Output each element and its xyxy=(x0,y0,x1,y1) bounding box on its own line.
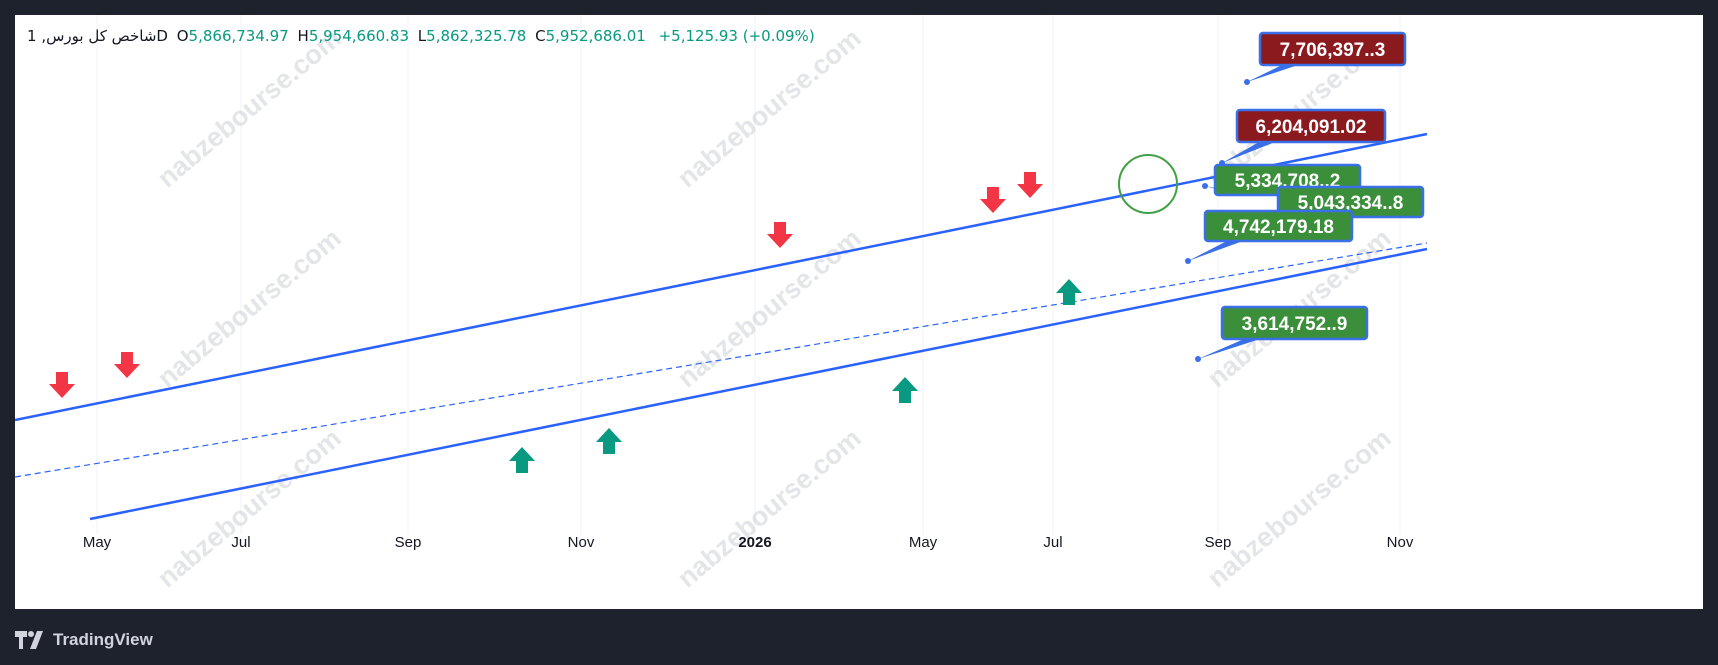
callout-pointer xyxy=(1247,65,1298,82)
sell-arrow-icon xyxy=(980,187,1006,213)
highlight-circle[interactable] xyxy=(1118,154,1178,214)
callout-box[interactable] xyxy=(1220,305,1369,341)
channel-mid-line[interactable] xyxy=(15,242,1428,478)
callout-pointer xyxy=(1222,142,1275,163)
x-tick-label: 2026 xyxy=(738,534,771,551)
chart-canvas[interactable]: nabzebourse.com nabzebourse.com nabzebours… xyxy=(15,15,1703,609)
x-tick-label: Nov xyxy=(1387,534,1414,551)
sell-arrow-icon xyxy=(49,372,75,398)
buy-arrow-icon xyxy=(509,447,535,473)
x-axis[interactable]: May Jul Sep Nov 2026 May Jul Sep Nov xyxy=(83,534,1414,551)
low-label: L xyxy=(417,27,427,45)
ohlc-legend: شاخص کل بورس, 1D O5,866,734.97 H5,954,66… xyxy=(27,27,815,45)
callout-anchor xyxy=(1244,79,1250,85)
callout-box[interactable] xyxy=(1235,108,1387,144)
callout-pointer xyxy=(1188,241,1243,261)
buy-arrow-icon xyxy=(1056,279,1082,305)
x-tick-label: Nov xyxy=(568,534,595,551)
close-value: 5,952,686.01 xyxy=(545,27,646,45)
callout-anchor xyxy=(1202,183,1208,189)
x-tick-label: Sep xyxy=(1205,534,1232,551)
watermark-text: nabzebourse.com xyxy=(152,23,347,194)
watermark-text: nabzebourse.com xyxy=(672,423,867,594)
callout-label: 5,043,334..8 xyxy=(1298,193,1404,214)
close-label: C xyxy=(535,27,546,45)
signal-arrows xyxy=(49,172,1082,473)
sell-arrow-icon xyxy=(767,222,793,248)
x-tick-label: Sep xyxy=(395,534,422,551)
callout-label: 4,742,179.18 xyxy=(1223,217,1334,238)
watermark-layer: nabzebourse.com nabzebourse.com nabzebours… xyxy=(152,23,1397,594)
grid-lines xyxy=(96,15,1401,535)
watermark-text: nabzebourse.com xyxy=(1202,423,1397,594)
channel-lower-line[interactable] xyxy=(89,247,1428,521)
callout-anchor xyxy=(1195,356,1201,362)
open-label: O xyxy=(176,27,189,45)
callout-label: 7,706,397..3 xyxy=(1280,40,1386,61)
symbol-label[interactable]: شاخص کل بورس, 1D xyxy=(27,27,168,45)
callout-label: 3,614,752..9 xyxy=(1242,314,1348,335)
sell-arrow-icon xyxy=(1017,172,1043,198)
footer-brand[interactable]: TradingView xyxy=(15,627,153,653)
callout-anchor xyxy=(1185,258,1191,264)
low-value: 5,862,325.78 xyxy=(426,27,527,45)
callout-label: 6,204,091.02 xyxy=(1256,117,1367,138)
high-label: H xyxy=(297,27,309,45)
chart-frame: nabzebourse.com nabzebourse.com nabzebours… xyxy=(15,15,1703,609)
tradingview-logo-icon xyxy=(15,631,43,649)
buy-arrow-icon xyxy=(596,428,622,454)
high-value: 5,954,660.83 xyxy=(308,27,410,45)
trend-channel[interactable] xyxy=(15,132,1428,521)
watermark-text: nabzebourse.com xyxy=(152,423,347,594)
callout-pointer xyxy=(1198,339,1260,359)
watermark-text: nabzebourse.com xyxy=(152,223,347,394)
sell-arrow-icon xyxy=(114,352,140,378)
price-callouts[interactable]: 7,706,397..36,204,091.025,334,708..25,04… xyxy=(1185,31,1425,362)
callout-box[interactable] xyxy=(1203,209,1354,243)
x-tick-label: Jul xyxy=(1043,534,1062,551)
x-tick-label: Jul xyxy=(231,534,250,551)
callout-box[interactable] xyxy=(1258,31,1407,67)
buy-arrow-icon xyxy=(892,377,918,403)
x-tick-label: May xyxy=(909,534,938,551)
x-tick-label: May xyxy=(83,534,112,551)
footer-brand-text: TradingView xyxy=(53,630,153,649)
channel-upper-line[interactable] xyxy=(15,132,1428,422)
watermark-text: nabzebourse.com xyxy=(672,23,867,194)
change-value: +5,125.93 (+0.09%) xyxy=(658,27,815,45)
open-value: 5,866,734.97 xyxy=(188,27,289,45)
